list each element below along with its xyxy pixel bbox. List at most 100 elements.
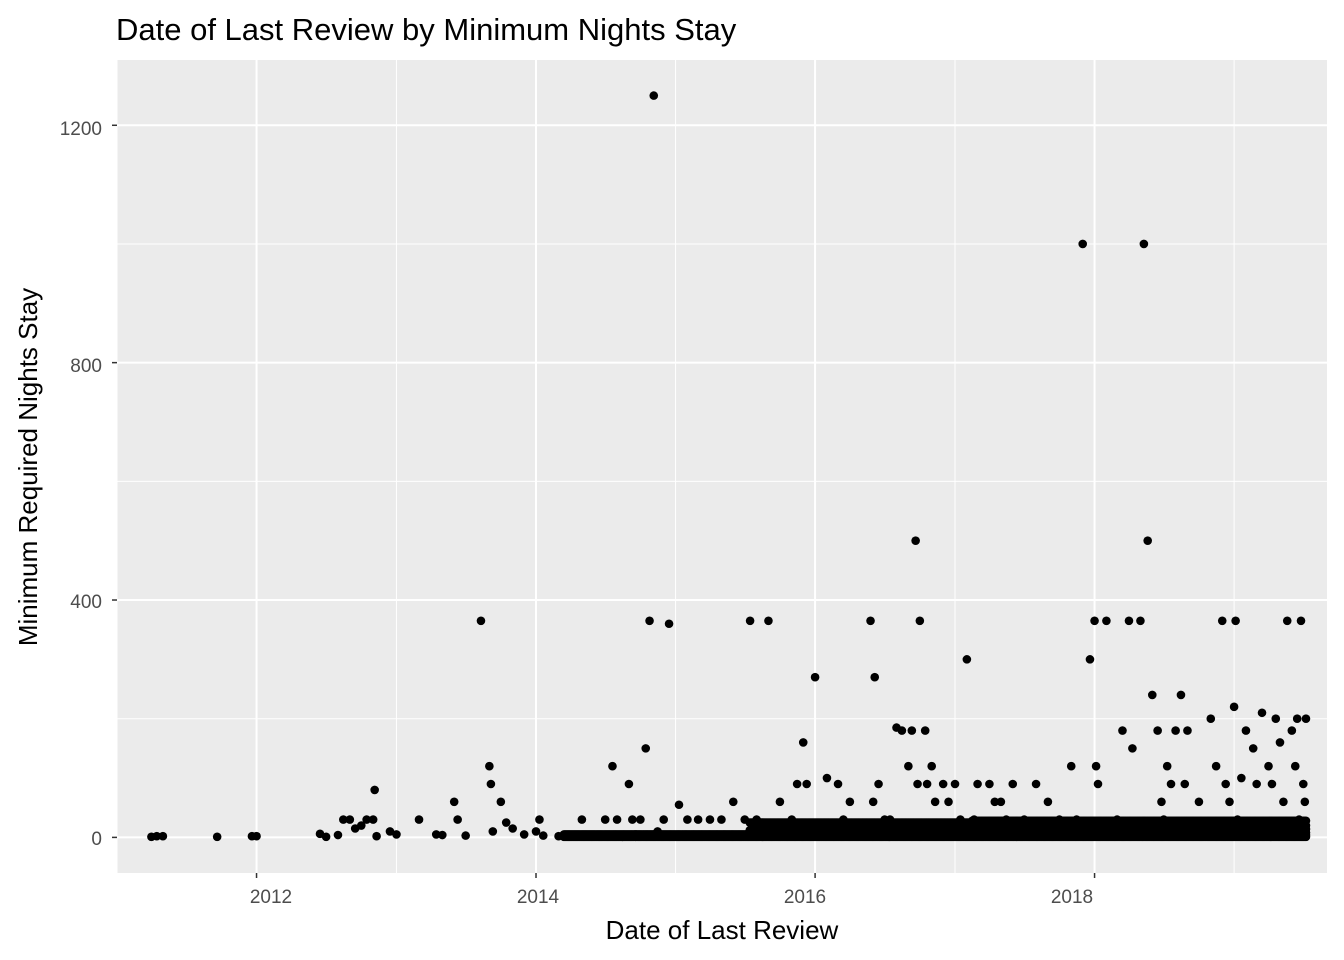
data-point (345, 815, 355, 824)
data-point (645, 616, 654, 626)
data-point (339, 815, 348, 824)
data-point (915, 616, 925, 626)
data-point (641, 744, 651, 753)
data-point (1091, 761, 1101, 771)
data-point (577, 815, 587, 824)
data-point (1078, 239, 1088, 249)
data-point (1301, 714, 1311, 724)
data-point (1267, 779, 1277, 789)
data-point (612, 815, 622, 824)
data-point (868, 797, 878, 807)
data-point (990, 797, 1000, 807)
data-point (874, 779, 883, 789)
data-point (362, 815, 371, 824)
data-point (1171, 726, 1180, 735)
data-point (453, 815, 462, 824)
data-point (1139, 239, 1149, 249)
data-point (385, 827, 395, 836)
data-point (728, 797, 738, 807)
data-point (535, 815, 544, 824)
data-point (1271, 714, 1281, 724)
data-point (866, 616, 875, 626)
data-point (1300, 797, 1310, 807)
data-point (1157, 797, 1166, 807)
data-point (870, 672, 880, 682)
data-point (659, 815, 668, 824)
data-point (664, 619, 674, 629)
y-axis-title: Minimum Required Nights Stay (13, 288, 43, 646)
data-point (1296, 616, 1306, 626)
data-point (1248, 744, 1258, 753)
data-point (927, 761, 936, 771)
data-point (1217, 616, 1227, 626)
data-point (1287, 726, 1297, 735)
data-point (519, 830, 529, 839)
data-point (488, 827, 498, 836)
data-point (538, 831, 548, 840)
data-point (438, 830, 447, 840)
data-point (985, 779, 994, 789)
data-point (1180, 779, 1190, 789)
data-point (1206, 714, 1216, 724)
data-point (1118, 726, 1127, 735)
data-point (717, 815, 726, 824)
data-point (1147, 690, 1157, 700)
x-tick-label-2014: 2014 (517, 887, 560, 908)
data-point (1085, 655, 1095, 664)
data-point (1292, 714, 1302, 724)
data-point (158, 831, 168, 841)
data-point (485, 761, 494, 771)
data-point (486, 779, 496, 789)
data-point (649, 91, 659, 100)
data-point (1264, 761, 1273, 771)
data-point (1299, 779, 1308, 789)
x-tick-label-2012: 2012 (250, 887, 292, 908)
data-point (372, 831, 381, 841)
data-point (624, 779, 634, 789)
data-point (904, 761, 913, 771)
minor-gridlines (116, 60, 1327, 873)
data-point (833, 779, 843, 789)
data-point (1229, 702, 1239, 712)
data-point (1136, 616, 1145, 626)
data-point (636, 815, 645, 824)
data-point (152, 831, 162, 841)
data-point (962, 655, 972, 664)
data-point (764, 616, 773, 626)
data-point (1257, 708, 1267, 718)
data-point (392, 830, 401, 839)
data-point (1166, 779, 1176, 789)
data-point (333, 830, 343, 840)
data-point (321, 832, 331, 842)
data-point (476, 616, 486, 626)
data-point (810, 672, 820, 682)
y-tick-label-1200: 1200 (60, 119, 102, 140)
data-point (461, 831, 470, 840)
data-point (845, 797, 855, 807)
x-tick-label-2018: 2018 (1051, 887, 1093, 908)
data-point (1241, 726, 1251, 735)
data-point (913, 779, 922, 789)
data-point (1128, 744, 1137, 753)
data-point (414, 815, 424, 824)
data-point (922, 779, 932, 789)
data-point (1153, 726, 1162, 735)
data-point (944, 797, 953, 807)
data-point (996, 797, 1006, 807)
data-point (822, 773, 832, 783)
data-point (911, 536, 920, 545)
data-point (1237, 773, 1246, 783)
y-tick-label-400: 400 (70, 592, 102, 613)
data-point (930, 797, 940, 807)
data-point (356, 821, 366, 830)
data-point (1143, 536, 1152, 545)
data-point (531, 827, 541, 836)
data-point (1090, 616, 1099, 626)
data-point (212, 832, 222, 842)
data-point (501, 818, 511, 827)
data-point (628, 815, 637, 824)
x-axis-title: Date of Last Review (606, 915, 839, 945)
data-point (1252, 779, 1261, 789)
x-tick-label-2016: 2016 (784, 887, 826, 908)
data-point (1008, 779, 1018, 789)
